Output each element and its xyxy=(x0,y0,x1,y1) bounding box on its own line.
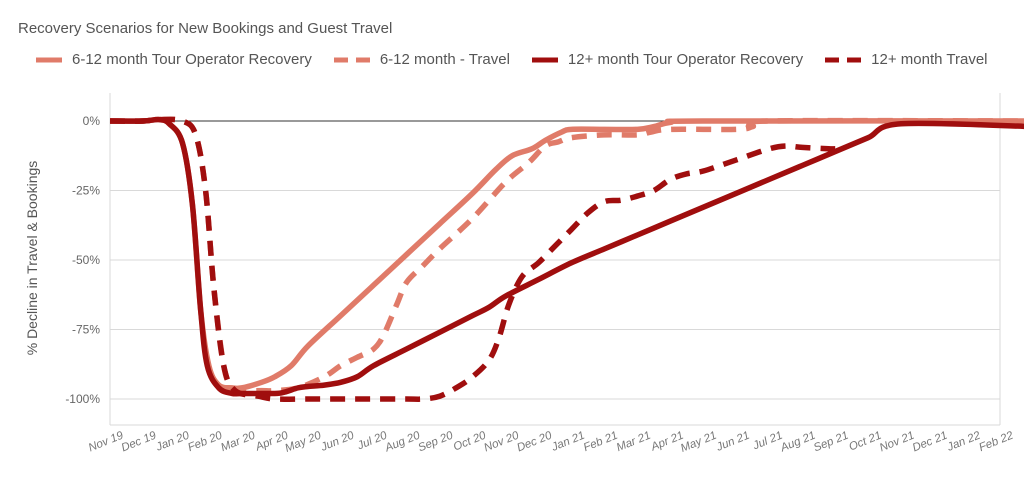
chart-title: Recovery Scenarios for New Bookings and … xyxy=(18,20,393,37)
x-tick-label: Nov 21 xyxy=(878,430,916,455)
series-line-1 xyxy=(109,116,1024,392)
series-line-2 xyxy=(109,116,1024,394)
legend-label: 6-12 month - Travel xyxy=(379,51,510,68)
x-tick-label: Nov 19 xyxy=(87,429,126,454)
legend-item-series-2[interactable]: 6-12 month - Travel xyxy=(332,51,510,68)
x-tick-label: Mar 21 xyxy=(615,430,653,455)
x-tick-label: Sep 21 xyxy=(812,430,850,455)
legend-swatch-solid-icon xyxy=(36,57,62,62)
x-tick-label: Nov 20 xyxy=(482,429,521,454)
x-tick-label: Feb 20 xyxy=(186,429,224,454)
legend: 6-12 month Tour Operator Recovery 6-12 m… xyxy=(34,51,1008,68)
series-line-3 xyxy=(109,116,1024,397)
x-tick-label: May 21 xyxy=(679,430,718,455)
x-tick-label: Feb 22 xyxy=(977,429,1015,454)
x-tick-label: Jan 20 xyxy=(154,429,192,454)
legend-item-series-1[interactable]: 6-12 month Tour Operator Recovery xyxy=(34,51,312,68)
legend-swatch-dashed-icon xyxy=(333,57,370,62)
x-tick-label: Jan 22 xyxy=(945,429,983,454)
x-tick-label: Feb 21 xyxy=(582,430,620,455)
x-tick-label: Aug 21 xyxy=(778,430,817,455)
legend-item-series-4[interactable]: 12+ month Travel xyxy=(823,51,988,68)
x-tick-label: May 20 xyxy=(283,429,323,454)
x-tick-label: Jul 21 xyxy=(751,430,785,453)
legend-item-series-3[interactable]: 12+ month Tour Operator Recovery xyxy=(530,51,803,68)
y-tick-label: 0% xyxy=(83,114,101,128)
x-tick-label: Jan 21 xyxy=(549,430,586,454)
x-tick-label: Dec 21 xyxy=(911,430,949,455)
x-tick-label: Apr 21 xyxy=(649,430,686,454)
legend-swatch-dashed-icon xyxy=(825,57,862,62)
x-tick-label: Jun 21 xyxy=(714,430,751,454)
y-axis: 0% -25% -50% -75% -100% xyxy=(65,114,100,406)
x-tick-label: Oct 21 xyxy=(847,430,883,454)
y-tick-label: -100% xyxy=(65,392,100,406)
legend-label: 12+ month Tour Operator Recovery xyxy=(567,51,804,68)
y-tick-label: -75% xyxy=(72,323,100,337)
x-tick-label: Jun 20 xyxy=(318,429,356,454)
legend-label: 12+ month Travel xyxy=(871,51,988,68)
legend-label: 6-12 month Tour Operator Recovery xyxy=(72,51,312,68)
x-tick-label: Dec 19 xyxy=(120,429,159,454)
x-tick-label: Sep 20 xyxy=(416,429,455,454)
x-tick-label: Dec 20 xyxy=(515,429,554,454)
x-tick-label: Mar 20 xyxy=(219,429,257,454)
y-tick-label: -50% xyxy=(72,253,100,267)
x-tick-label: Jul 20 xyxy=(355,429,389,452)
series-line-4 xyxy=(109,116,836,402)
y-tick-label: -25% xyxy=(72,184,100,198)
x-tick-label: Aug 20 xyxy=(383,429,423,454)
y-axis-label: % Decline in Travel & Bookings xyxy=(24,161,40,356)
x-tick-label: Oct 20 xyxy=(452,429,488,453)
gridlines xyxy=(109,93,1001,426)
legend-swatch-solid-icon xyxy=(531,57,558,62)
series-lines xyxy=(109,116,1024,402)
x-tick-label: Apr 20 xyxy=(253,429,290,453)
